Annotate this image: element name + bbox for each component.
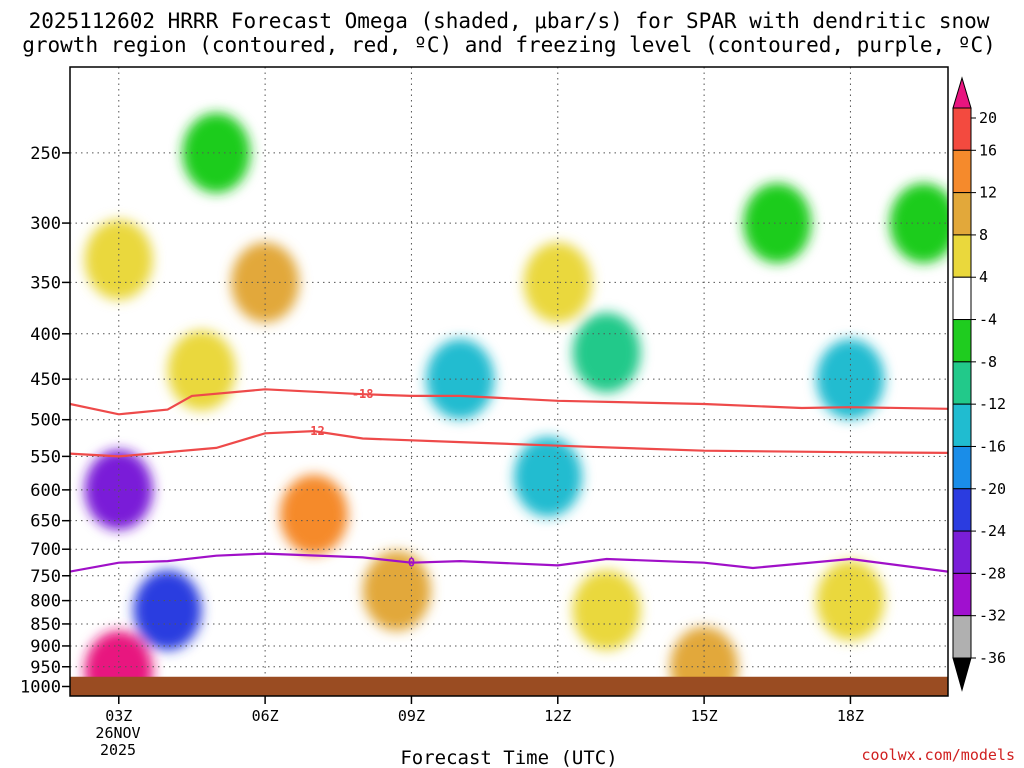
y-tick-label: 800 [30,592,61,612]
colorbar-segment [952,615,972,659]
date-label-year: 2025 [100,741,136,759]
omega-cell [572,312,641,393]
colorbar-label: -20 [979,480,1006,498]
colorbar-label: -16 [979,437,1006,455]
plot-area: -18 -12 0 [70,67,948,696]
colorbar-segment [952,657,972,692]
colorbar-segment [952,361,972,405]
colorbar-label: -36 [979,649,1006,667]
y-tick-label: 750 [30,567,61,587]
chart-subtitle: growth region (contoured, red, ºC) and f… [22,33,996,57]
omega-cell [167,330,236,411]
date-label-day: 26NOV [95,724,140,742]
y-tick-label: 350 [30,273,61,293]
y-tick-label: 900 [30,637,61,657]
colorbar-label: 12 [979,184,997,202]
y-tick-label: 300 [30,214,61,234]
omega-cell [426,339,495,420]
colorbar-segment [952,76,972,109]
omega-cell [514,436,583,517]
contour-line [70,388,948,416]
omega-cell [743,183,812,264]
x-tick-label: 09Z [398,707,425,725]
x-tick-label: 03Z [105,707,132,725]
colorbar-segment [952,192,972,236]
y-tick-label: 1000 [20,677,61,697]
contour-label: -18 [352,387,374,401]
omega-cell [84,449,153,530]
y-tick-label: 400 [30,325,61,345]
contour-label: 0 [408,556,415,570]
colorbar-segment [952,403,972,447]
y-tick-label: 950 [30,658,61,678]
y-tick-label: 700 [30,540,61,560]
colorbar-label: 4 [979,268,988,286]
colorbar-label: 16 [979,141,997,159]
omega-cell [279,474,348,555]
colorbar-segment [952,149,972,194]
y-tick-label: 600 [30,481,61,501]
omega-cell [572,570,641,651]
contour-line [70,429,948,458]
time-axis: 03Z 06Z 09Z 12Z 15Z 18Z [105,696,864,725]
omega-cell [889,183,948,264]
colorbar-label: -24 [979,522,1006,540]
x-tick-label: 15Z [691,707,718,725]
colorbar: 20 16 12 8 4 -4 -8 -12 -16 -20 -24 -28 -32 -36 [952,76,1006,692]
colorbar-segment [952,276,972,321]
contour-line [70,552,948,573]
colorbar-segment [952,107,972,151]
colorbar-segment [952,319,972,363]
y-tick-label: 650 [30,512,61,532]
omega-cell [362,550,431,631]
omega-cell [816,339,885,420]
x-tick-label: 18Z [837,707,864,725]
x-axis-label: Forecast Time (UTC) [400,747,617,768]
omega-cell [182,112,251,193]
colorbar-segment [952,445,972,490]
pressure-axis: 2503003504004505005506006507007508008509… [20,144,70,697]
chart-title: 2025112602 HRRR Forecast Omega (shaded, … [29,9,990,33]
credit-link[interactable]: coolwx.com/models [861,746,1015,764]
colorbar-segment [952,488,972,532]
y-tick-label: 500 [30,411,61,431]
contour-label: -12 [303,424,325,438]
colorbar-segment [952,234,972,278]
x-tick-label: 12Z [544,707,571,725]
colorbar-segment [952,530,972,574]
temperature-contours: -18 -12 0 [70,387,948,573]
colorbar-label: -32 [979,607,1006,625]
colorbar-label: -12 [979,395,1006,413]
gridlines [70,67,948,696]
colorbar-segment [952,572,972,617]
colorbar-label: 8 [979,226,988,244]
plot-frame [69,66,949,697]
colorbar-label: -4 [979,311,997,329]
y-tick-label: 450 [30,370,61,390]
x-tick-label: 06Z [252,707,279,725]
omega-cell [133,570,202,651]
y-tick-label: 850 [30,615,61,635]
colorbar-label: -28 [979,564,1006,582]
y-tick-label: 250 [30,144,61,164]
ground-surface [70,676,948,696]
colorbar-label: -8 [979,353,997,371]
y-tick-label: 550 [30,447,61,467]
colorbar-label: 20 [979,109,997,127]
